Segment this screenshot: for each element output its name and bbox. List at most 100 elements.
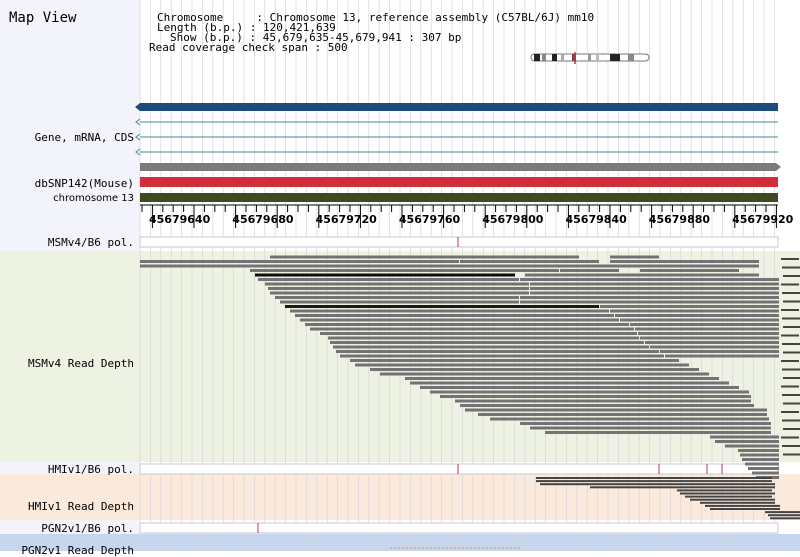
pgn-pol-label: PGN2v1/B6 pol. <box>41 522 134 535</box>
read-bar <box>520 296 779 299</box>
read-bar <box>350 359 679 362</box>
coverage-span-info: Read coverage check span : 500 <box>149 41 348 54</box>
read-bar <box>782 292 800 294</box>
read-bar <box>782 317 800 320</box>
read-bar <box>536 480 772 483</box>
read-bar <box>640 269 739 272</box>
read-bar <box>781 411 799 413</box>
read-bar <box>710 435 779 439</box>
read-bar <box>782 419 800 422</box>
chromosome-ideogram[interactable] <box>528 52 652 64</box>
ruler-tick-label: 45679880 <box>648 213 711 226</box>
read-bar <box>320 332 637 335</box>
ruler-tick-label: 45679640 <box>149 213 211 226</box>
read-bar <box>330 341 644 344</box>
gene-bar <box>140 103 778 111</box>
read-bar <box>490 417 769 421</box>
read-bar <box>405 377 719 380</box>
read-bar <box>455 399 751 403</box>
msm-pol-label: MSMv4/B6 pol. <box>47 236 134 249</box>
read-bar <box>410 381 729 385</box>
read-bar <box>525 273 759 277</box>
read-bar <box>270 291 529 295</box>
read-bar <box>782 445 800 447</box>
read-bar <box>333 345 649 349</box>
read-bar <box>420 386 739 389</box>
read-bar <box>770 517 800 520</box>
read-bar <box>530 282 779 286</box>
read-bar <box>781 258 799 260</box>
chromosome-track-label: chromosome 13 <box>53 193 134 204</box>
read-bar <box>530 287 779 290</box>
read-bar <box>640 336 779 340</box>
read-bar <box>280 300 519 304</box>
read-bar <box>710 508 780 510</box>
ruler-tick-label: 45679800 <box>482 213 544 226</box>
read-bar <box>782 343 800 345</box>
read-bar <box>310 327 634 331</box>
dbsnp-bar <box>140 163 776 171</box>
read-bar <box>540 483 775 486</box>
read-bar <box>783 377 800 379</box>
chromosome-info: Chromosome : Chromosome 13, reference as… <box>157 11 595 24</box>
read-bar <box>665 354 779 358</box>
hmi-pol-label: HMIv1/B6 pol. <box>47 463 134 476</box>
read-bar <box>255 273 515 277</box>
read-bar <box>270 255 579 259</box>
read-bar <box>783 351 800 354</box>
read-bar <box>370 368 699 371</box>
read-bar <box>265 282 529 286</box>
read-bar <box>140 260 459 263</box>
right-margin <box>780 0 800 251</box>
read-bar <box>783 275 800 277</box>
read-bar <box>630 323 779 326</box>
read-bar <box>685 495 772 498</box>
read-bar <box>781 309 799 311</box>
read-bar <box>740 453 779 457</box>
read-bar <box>300 318 619 322</box>
read-bar <box>781 334 799 337</box>
ruler-tick-label: 45679760 <box>398 213 461 226</box>
read-bar <box>738 449 779 452</box>
read-bar <box>620 318 779 322</box>
read-bar <box>460 404 754 407</box>
read-bar <box>520 300 779 304</box>
read-bar <box>380 372 709 376</box>
dbsnp-track-label: dbSNP142(Mouse) <box>34 177 134 190</box>
read-bar <box>742 458 779 461</box>
read-bar <box>745 462 779 466</box>
read-bar <box>752 471 779 475</box>
read-bar <box>610 309 779 313</box>
read-bar <box>430 390 749 394</box>
read-bar <box>328 336 639 340</box>
hmi-depth-label: HMIv1 Read Depth <box>28 500 134 513</box>
polymorphism-row <box>139 522 779 534</box>
read-bar <box>140 264 759 268</box>
read-bar <box>340 354 664 358</box>
read-bar <box>660 350 779 353</box>
ruler-tick-label: 45679720 <box>315 213 377 226</box>
length-info: Length (b.p.) : 120,421,639 <box>157 21 336 34</box>
read-bar <box>258 278 519 281</box>
read-bar <box>295 314 614 317</box>
read-bar <box>783 428 800 430</box>
read-bar <box>705 504 780 507</box>
read-bar <box>530 426 771 430</box>
read-bar <box>560 269 619 272</box>
read-bar <box>465 408 767 412</box>
mrna-arrow-icon <box>135 118 141 126</box>
read-bar <box>250 269 559 272</box>
ruler-tick-label: 45679920 <box>732 213 794 226</box>
read-bar <box>768 514 800 517</box>
read-bar <box>615 314 779 317</box>
read-bar <box>635 327 779 331</box>
read-bar <box>700 501 775 504</box>
read-bar <box>355 363 689 367</box>
read-bar <box>781 436 799 439</box>
read-bar <box>305 323 629 326</box>
gene-track-label: Gene, mRNA, CDS <box>34 131 134 144</box>
ruler-tick-label: 45679680 <box>232 213 294 226</box>
read-bar <box>275 296 519 299</box>
read-bar <box>460 260 599 263</box>
